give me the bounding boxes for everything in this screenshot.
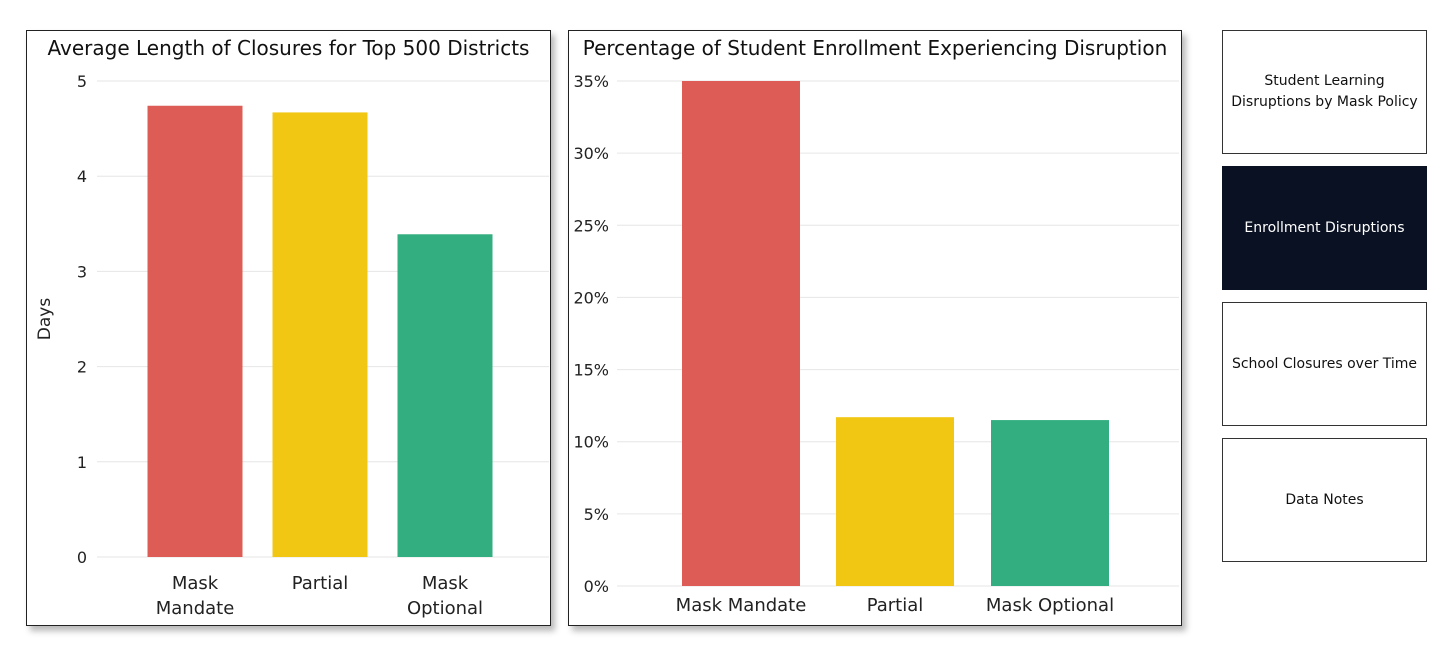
bar: [272, 112, 368, 557]
y-tick-label: 5: [77, 72, 87, 91]
bar: [991, 420, 1109, 586]
nav-button-label: Enrollment Disruptions: [1244, 219, 1405, 236]
closures-chart: 0 1 2 3 4 5 Days Mask Mandate Partial Mask Optional: [35, 72, 549, 619]
y-tick-label: 35%: [573, 72, 609, 91]
enrollment-chart: 0% 5% 10% 15% 20% 25% 30% 35% Mask Mandate Partia…: [573, 72, 1179, 616]
y-tick-label: 3: [77, 262, 87, 281]
x-category-label-line: Optional: [407, 598, 483, 619]
x-category-label: Partial: [292, 573, 349, 594]
x-category-label-line: Mask: [422, 573, 469, 594]
x-category-label-line: Partial: [292, 573, 349, 594]
y-tick-label: 25%: [573, 216, 609, 235]
y-tick-label: 5%: [584, 505, 609, 524]
enrollment-chart-title: Percentage of Student Enrollment Experie…: [582, 36, 1168, 60]
x-category-label-line: Mask Optional: [986, 595, 1114, 616]
y-tick-label: 0: [77, 548, 87, 567]
x-category-label-line: Partial: [867, 595, 924, 616]
bar: [147, 105, 243, 557]
y-tick-label: 10%: [573, 433, 609, 452]
nav-button-school-closures[interactable]: School Closures over Time: [1222, 302, 1427, 426]
bar: [682, 81, 800, 586]
x-category-label-line: Mask: [172, 573, 219, 594]
closures-chart-title: Average Length of Closures for Top 500 D…: [47, 36, 530, 60]
y-tick-label: 20%: [573, 288, 609, 307]
bar: [836, 417, 954, 586]
x-category-label: Mask Optional: [986, 595, 1114, 616]
bar: [397, 234, 493, 557]
x-category-label: Mask Optional: [407, 573, 483, 619]
y-tick-label: 30%: [573, 144, 609, 163]
nav-button-enrollment-disruptions[interactable]: Enrollment Disruptions: [1222, 166, 1427, 290]
nav-button-data-notes[interactable]: Data Notes: [1222, 438, 1427, 562]
enrollment-chart-panel: Percentage of Student Enrollment Experie…: [568, 30, 1182, 626]
nav-button-label: School Closures over Time: [1231, 355, 1418, 372]
y-tick-label: 1: [77, 453, 87, 472]
y-axis-title: Days: [35, 298, 55, 341]
y-tick-label: 15%: [573, 361, 609, 380]
y-tick-label: 4: [77, 167, 87, 186]
x-category-label: Mask Mandate: [676, 595, 807, 616]
x-category-label-line: Mask Mandate: [676, 595, 807, 616]
y-tick-label: 2: [77, 358, 87, 377]
y-tick-label: 0%: [584, 577, 609, 596]
nav-button-label: Student Learning Disruptions by Mask Pol…: [1231, 73, 1418, 110]
x-category-label: Mask Mandate: [156, 573, 235, 619]
x-category-label-line: Mandate: [156, 598, 235, 619]
closures-chart-panel: Average Length of Closures for Top 500 D…: [26, 30, 551, 626]
nav-button-learning-disruptions[interactable]: Student Learning Disruptions by Mask Pol…: [1222, 30, 1427, 154]
x-category-label: Partial: [867, 595, 924, 616]
nav-button-label: Data Notes: [1285, 491, 1364, 508]
